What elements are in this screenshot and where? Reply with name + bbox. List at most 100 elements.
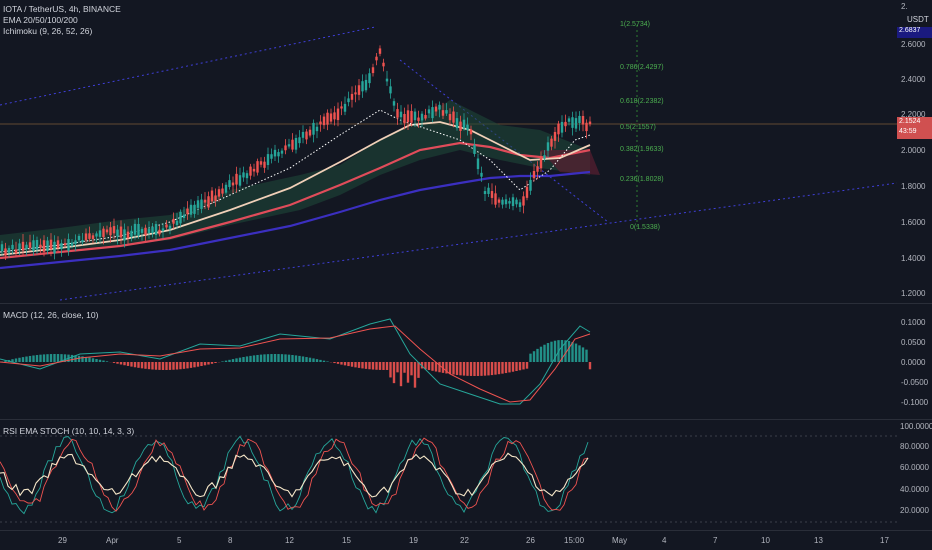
high-price-badge: 2.6837	[897, 27, 932, 38]
candle-body	[431, 107, 434, 119]
macd-histogram-bar	[438, 362, 441, 373]
candle-body	[357, 85, 361, 95]
candle-body	[277, 152, 280, 157]
macd-histogram-bar	[476, 362, 480, 376]
candle-body	[60, 243, 63, 250]
candle-body	[375, 56, 378, 61]
macd-histogram-bar	[347, 362, 350, 367]
candle-body	[119, 226, 123, 238]
macd-histogram-bar	[116, 362, 119, 364]
candle-body	[123, 229, 126, 241]
macd-histogram-bar	[406, 362, 410, 383]
macd-tick: -0.0500	[901, 378, 929, 387]
macd-histogram-bar	[511, 362, 515, 372]
macd-histogram-bar	[28, 355, 32, 362]
macd-histogram-bar	[319, 359, 322, 362]
bar-countdown: 43:59	[899, 128, 917, 135]
time-tick: 19	[409, 536, 418, 545]
macd-histogram-bar	[189, 362, 193, 368]
candle-body	[116, 229, 119, 237]
candle-body	[56, 240, 60, 248]
candle-body	[112, 226, 116, 234]
candle-body	[147, 228, 151, 233]
candle-body	[585, 122, 588, 132]
macd-histogram-bar	[560, 340, 564, 362]
rsi-axis[interactable]: 100.0000 80.0000 60.0000 40.0000 20.0000	[897, 420, 932, 530]
candle-body	[413, 111, 417, 121]
macd-histogram-bar	[466, 362, 469, 376]
candle-body	[490, 191, 494, 198]
candle-body	[32, 240, 35, 252]
macd-histogram-bar	[193, 362, 196, 368]
current-price-badge: 2.1524 43:59	[897, 117, 932, 139]
macd-histogram-bar	[585, 349, 588, 362]
candle-body	[522, 196, 525, 206]
price-chart-canvas	[0, 25, 897, 301]
candle-body	[571, 117, 574, 128]
candle-body	[203, 199, 207, 203]
macd-histogram-bar	[368, 362, 371, 370]
candle-body	[74, 240, 77, 244]
macd-histogram-bar	[567, 340, 571, 362]
macd-histogram-bar	[445, 362, 448, 374]
price-tick: 2.2000	[901, 110, 926, 119]
macd-histogram-bar	[270, 354, 273, 362]
fib-label-0236: 0.236(1.8028)	[620, 176, 664, 183]
macd-histogram-bar	[137, 362, 140, 368]
candle-body	[77, 235, 81, 241]
macd-histogram-bar	[343, 362, 347, 366]
time-axis[interactable]: 29 Apr 5 8 12 15 19 22 26 15:00 May 4 7 …	[0, 531, 932, 550]
macd-histogram-bar	[501, 362, 504, 374]
rsi-pane[interactable]: RSI EMA STOCH (10, 10, 14, 3, 3)	[0, 420, 897, 530]
macd-histogram-bar	[39, 354, 42, 362]
candle-body	[28, 242, 32, 248]
candle-body	[494, 193, 497, 205]
candle-body	[214, 195, 217, 201]
macd-pane[interactable]: MACD (12, 26, close, 10)	[0, 304, 897, 419]
macd-histogram-bar	[364, 362, 368, 369]
candle-body	[18, 243, 21, 250]
macd-histogram-bar	[518, 362, 522, 371]
macd-histogram-bar	[224, 360, 228, 362]
candle-body	[105, 229, 109, 233]
macd-histogram-bar	[382, 362, 385, 370]
macd-histogram-bar	[231, 359, 235, 362]
macd-histogram-bar	[340, 362, 343, 365]
candle-body	[245, 173, 249, 179]
macd-histogram-bar	[581, 347, 585, 362]
price-tick: 2.6000	[901, 40, 926, 49]
time-tick: 5	[177, 536, 182, 545]
macd-histogram-bar	[375, 362, 378, 370]
macd-histogram-bar	[424, 362, 427, 370]
candle-body	[39, 244, 42, 248]
macd-histogram-bar	[413, 362, 417, 388]
macd-histogram-bar	[312, 358, 315, 362]
candle-body	[308, 129, 312, 136]
candle-body	[329, 113, 333, 122]
candle-body	[228, 180, 231, 188]
candle-body	[14, 249, 18, 254]
macd-histogram-bar	[91, 358, 95, 362]
pane-divider[interactable]	[0, 419, 932, 420]
candle-body	[207, 196, 210, 208]
candle-body	[25, 244, 28, 250]
price-tick: 2.4000	[901, 75, 926, 84]
macd-histogram-bar	[88, 357, 91, 362]
candle-body	[539, 156, 543, 169]
candle-body	[466, 124, 469, 131]
candle-body	[518, 202, 522, 208]
pane-divider[interactable]	[0, 303, 932, 304]
candle-body	[298, 137, 301, 144]
price-chart-pane[interactable]: IOTA / TetherUS, 4h, BINANCE EMA 20/50/1…	[0, 0, 897, 303]
macd-axis[interactable]: 0.1000 0.0500 0.0000 -0.0500 -0.1000	[897, 304, 932, 419]
macd-histogram-bar	[11, 359, 14, 362]
candle-body	[462, 119, 466, 129]
price-axis[interactable]: 2. USDT 2.6000 2.4000 2.2000 2.0000 1.80…	[897, 0, 932, 303]
macd-histogram-bar	[427, 362, 431, 371]
candle-body	[151, 227, 154, 234]
macd-histogram-bar	[175, 362, 179, 370]
fib-label-0: 0(1.5338)	[630, 224, 660, 231]
candle-body	[427, 109, 431, 114]
candle-body	[532, 171, 536, 179]
macd-histogram-bar	[259, 354, 263, 362]
